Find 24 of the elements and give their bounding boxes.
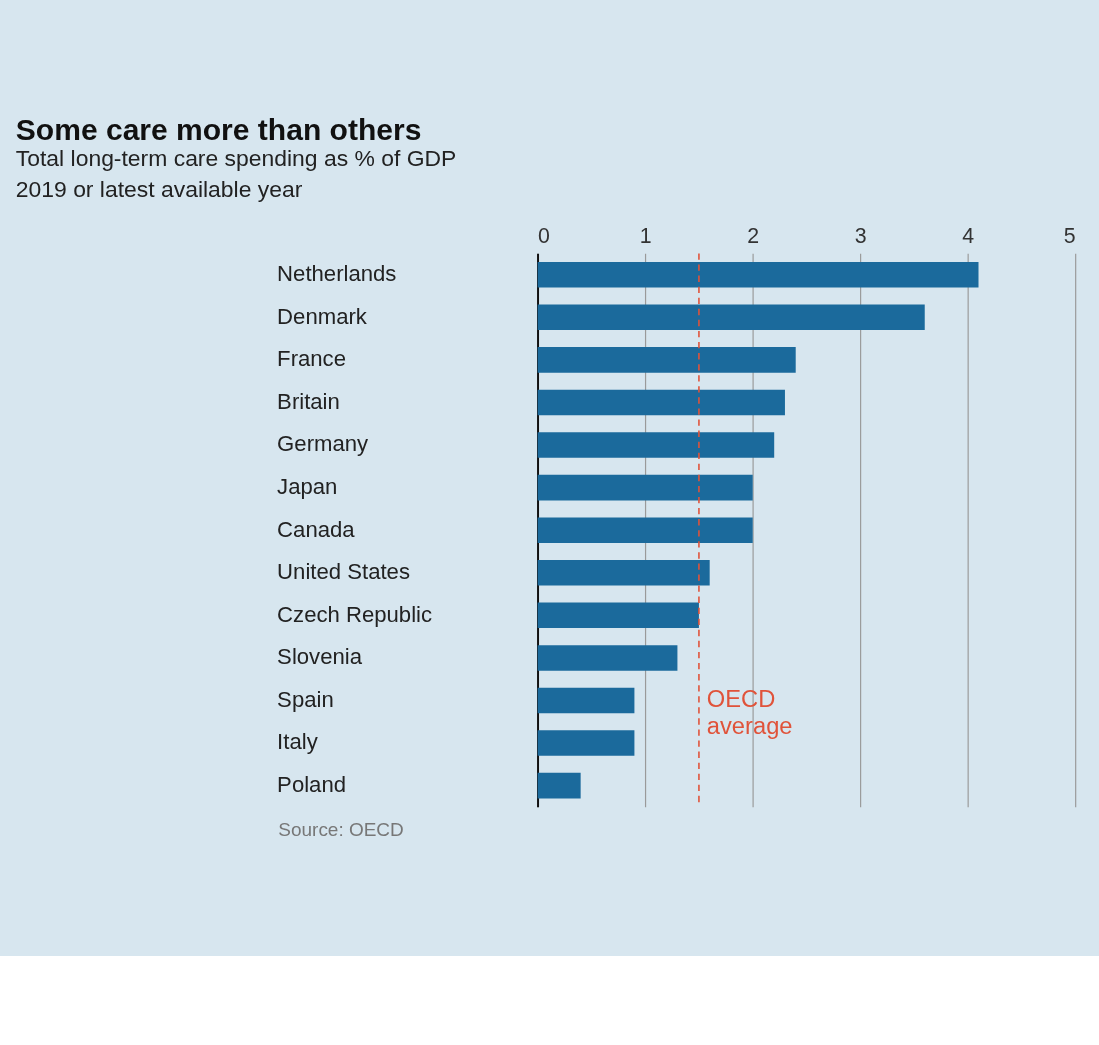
x-tick-label: 3 [854,223,867,248]
y-tick-label: Denmark [277,303,368,329]
source-note: Source: OECD [278,819,404,841]
y-tick-label: Germany [277,431,370,457]
x-tick-label: 2 [747,223,760,248]
text: 2019 or latest available year [15,175,303,202]
x-tick-label: 0 [538,223,551,248]
y-tick-label: Spain [277,686,334,712]
x-tick-label: 4 [962,223,975,248]
ref-line-label: OECD average [706,686,793,740]
y-tick-label: Czech Republic [277,601,433,627]
y-tick-label: Netherlands [277,261,397,287]
y-tick-label: Britain [277,388,340,414]
y-tick-label: Slovenia [277,644,363,670]
y-tick-label: Poland [277,771,347,797]
y-tick-label: Canada [277,516,356,542]
x-tick-label: 5 [1063,223,1076,248]
y-tick-label: Italy [277,729,319,755]
text: Some care more than others [15,112,422,146]
y-tick-label: France [277,346,346,372]
y-tick-label: Japan [277,473,338,499]
text: Total long-term care spending as % of GDP [15,145,457,172]
x-tick-label: 1 [639,223,652,248]
y-tick-label: United States [277,559,410,585]
